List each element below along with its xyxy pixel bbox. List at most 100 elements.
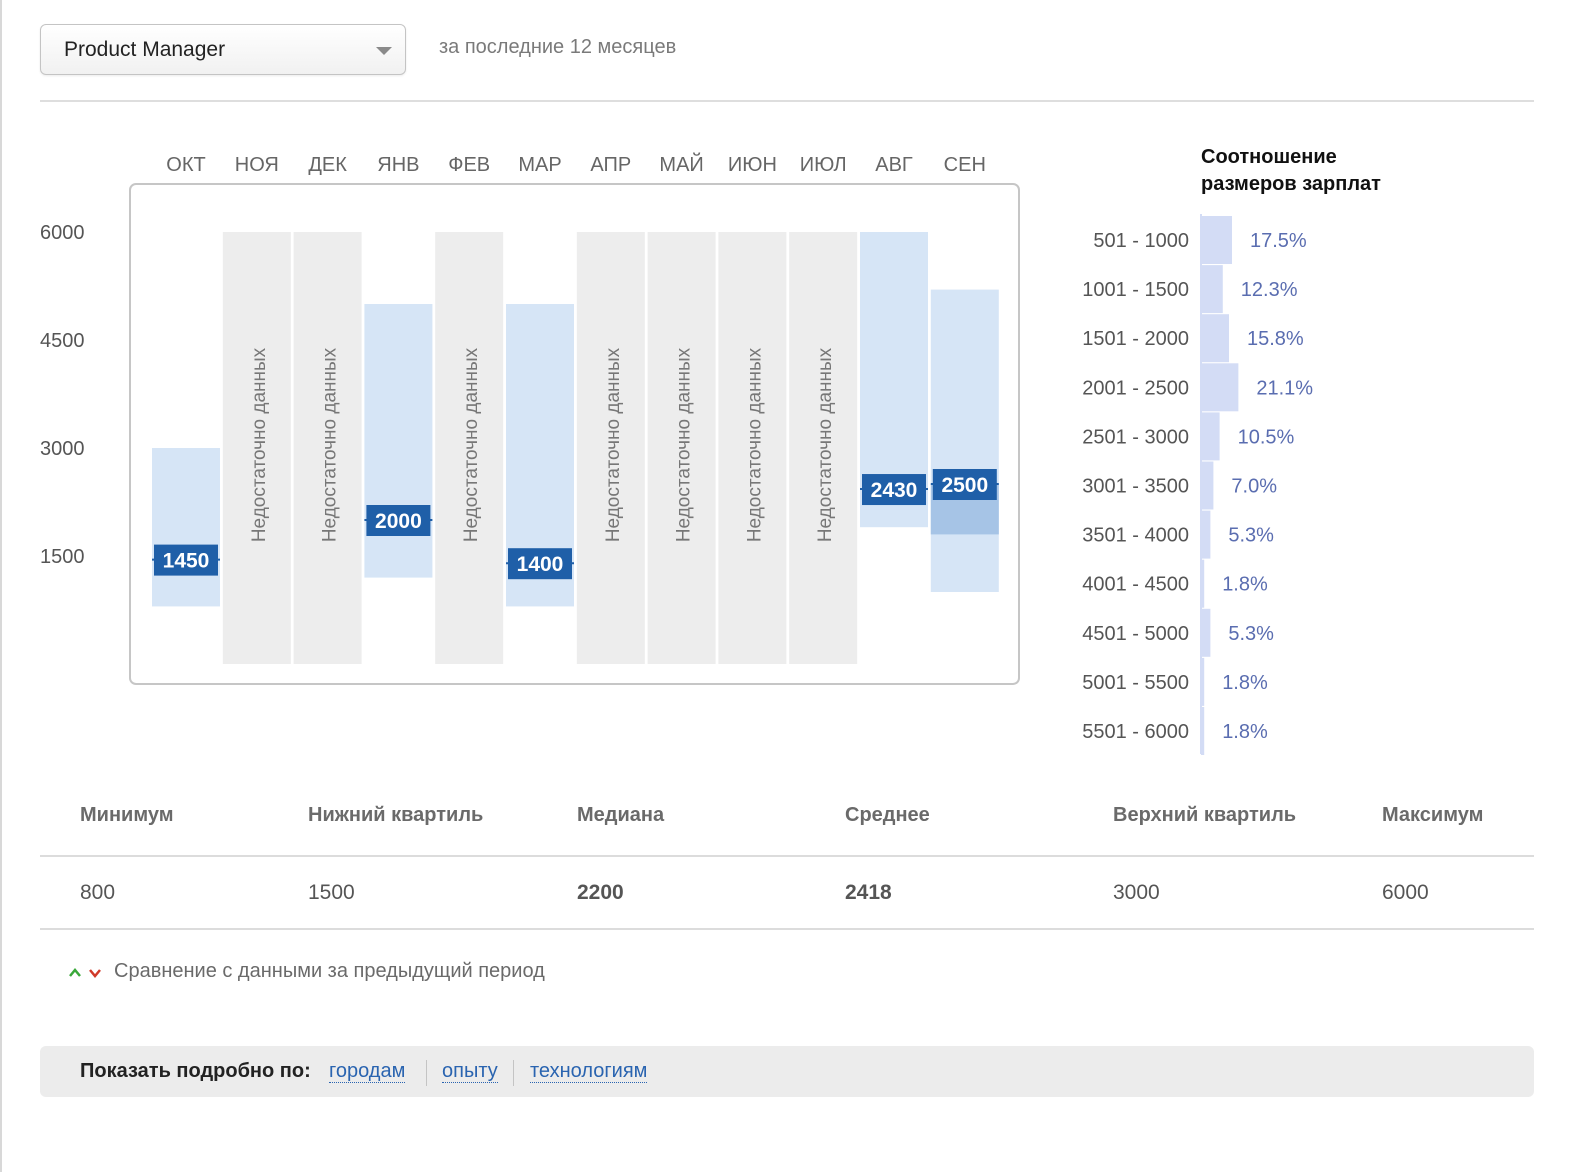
no-data-column [718,232,787,664]
stat-value-median: 2200 [577,881,624,904]
month-label: ОКТ [166,154,205,176]
median-label: 2430 [871,479,918,502]
histogram-bar [1201,314,1229,363]
stat-header-median: Медиана [577,804,665,826]
median-badge [154,544,218,576]
position-select[interactable]: Product Manager [40,24,406,75]
no-data-label: Недостаточно данных [461,347,482,542]
details-link-technologies[interactable]: технологиям [530,1060,648,1083]
no-data-column [222,232,291,664]
no-data-column [576,232,645,664]
stat-header-mean: Среднее [845,804,930,826]
stats-divider-bottom [40,928,1534,930]
up-down-arrows-icon [69,968,101,978]
month-label: МАЙ [659,152,703,176]
histogram-range-label: 5501 - 6000 [1082,721,1189,743]
stat-header-upper-quartile: Верхний квартиль [1113,804,1297,826]
histogram-bar [1201,216,1232,264]
compare-label: Сравнение с данными за предыдущий период [114,960,545,982]
monthly-salary-chart: 6000 4500 3000 1500 ОКТ НОЯ ДЕК ЯНВ ФЕВ МАР АПР МАЙ… [40,152,1020,685]
month-label: АВГ [875,154,913,176]
stat-header-min: Минимум [80,804,174,826]
period-note: за последние 12 месяцев [439,36,677,58]
month-label: ЯНВ [377,154,419,176]
histogram-value-label: 1.8% [1222,574,1268,596]
no-data-label: Недостаточно данных [320,347,341,542]
histogram-bar [1201,363,1239,412]
month-label: НОЯ [235,154,279,176]
histogram-value-label: 10.5% [1238,426,1295,448]
y-tick-label: 1500 [40,546,85,568]
month-label: ДЕК [308,154,347,176]
histogram-value-label: 21.1% [1256,377,1313,399]
histogram-bar [1201,707,1205,755]
histogram-bar [1201,265,1223,314]
stat-value-upper-quartile: 3000 [1113,881,1160,904]
median-badge [366,505,431,536]
histogram-bar [1201,559,1205,608]
histogram-value-label: 7.0% [1231,476,1277,498]
stat-value-max: 6000 [1382,881,1429,904]
stat-value-mean: 2418 [845,881,892,904]
no-data-column [435,232,504,664]
histogram-range-label: 4501 - 5000 [1082,623,1189,645]
histogram-value-label: 1.8% [1222,721,1268,743]
y-tick-label: 6000 [40,222,85,244]
details-label: Показать подробно по: [80,1060,311,1082]
month-label: МАР [518,154,561,176]
range-bar [152,448,220,607]
histogram-range-label: 2001 - 2500 [1082,377,1189,399]
stat-value-lower-quartile: 1500 [308,881,355,904]
no-data-label: Недостаточно данных [815,347,836,542]
histogram-range-label: 3001 - 3500 [1082,476,1189,498]
histogram-value-label: 17.5% [1250,230,1307,252]
range-bar [364,304,433,578]
details-link-experience[interactable]: опыту [442,1060,498,1083]
histogram-range-label: 1501 - 2000 [1082,328,1189,350]
no-data-column [293,232,362,664]
month-label: СЕН [944,154,986,176]
histogram-value-label: 1.8% [1222,672,1268,694]
median-label: 2000 [375,510,422,533]
month-label: ИЮН [728,154,777,176]
histogram-range-label: 5001 - 5500 [1082,672,1189,694]
stats-divider-top [40,855,1534,857]
range-bar [930,289,999,592]
histogram-bar [1201,412,1220,461]
y-tick-label: 4500 [40,330,85,352]
histogram-range-label: 4001 - 4500 [1082,574,1189,596]
median-badge [932,469,997,500]
details-bar: Показать подробно по: городам опыту техн… [40,1046,1534,1097]
median-badge [862,474,926,506]
histogram-range-label: 1001 - 1500 [1082,279,1189,301]
details-separator [426,1060,427,1086]
no-data-label: Недостаточно данных [603,347,624,542]
histogram-bar [1201,461,1214,510]
header-divider [40,100,1534,102]
histogram-value-label: 15.8% [1247,328,1304,350]
stat-value-min: 800 [80,881,116,904]
month-label: АПР [590,154,631,176]
chevron-down-icon [376,47,392,55]
month-label: ФЕВ [448,154,490,176]
details-separator [513,1060,514,1086]
position-select-value: Product Manager [64,38,226,61]
histogram-value-label: 5.3% [1228,525,1274,547]
details-link-cities[interactable]: городам [329,1060,406,1083]
histogram-range-label: 501 - 1000 [1093,230,1189,252]
histogram-value-label: 5.3% [1228,623,1274,645]
no-data-label: Недостаточно данных [744,347,765,542]
histogram-range-label: 3501 - 4000 [1082,525,1189,547]
median-label: 1450 [163,550,210,573]
median-badge [508,548,572,580]
month-label: ИЮЛ [800,154,847,176]
no-data-label: Недостаточно данных [249,347,270,542]
salary-distribution-chart: 501 - 1000 17.5% 1001 - 1500 12.3% 1501 - 20… [1082,214,1313,755]
stat-header-max: Максимум [1382,804,1484,826]
median-label: 1400 [517,553,564,576]
histogram-range-label: 2501 - 3000 [1082,426,1189,448]
histogram-value-label: 12.3% [1241,279,1298,301]
no-data-column [647,232,716,664]
distribution-title: Соотношение размеров зарплат [1201,146,1381,195]
y-tick-label: 3000 [40,438,85,460]
